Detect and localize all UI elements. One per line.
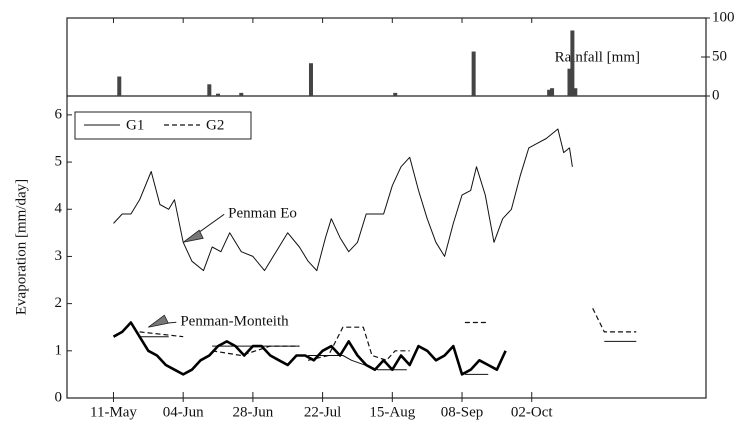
x-tick-label: 11-May [90,404,137,420]
legend-label: G2 [206,117,224,133]
plot-frame [66,17,707,399]
arrow-head [182,229,204,243]
annotation: Penman Eo [228,206,297,222]
rain-bar [570,30,575,97]
x-tick-label: 22-Jul [304,404,342,420]
y-tick-label: 2 [55,295,63,311]
x-tick-label: 02-Oct [511,404,553,420]
rain-bar [573,88,578,96]
y-tick-label: 3 [55,248,63,264]
rain-bar [547,89,552,96]
y2-axis-label: Rainfall [mm] [555,49,640,65]
rain-bar [117,76,122,96]
y2-tick-label: 0 [712,87,720,103]
arrow-head [148,314,169,328]
legend-box [74,111,252,140]
rain-bar [550,88,555,96]
rain-bar [207,84,212,96]
rain-bar [567,68,572,96]
x-tick-label: 08-Sep [441,404,484,420]
y-axis-label: Evaporation [mm/day] [13,179,29,315]
x-tick-label: 15-Aug [369,404,415,420]
rain-bar [393,92,398,96]
y-tick-label: 4 [55,201,63,217]
legend-label: G1 [126,117,144,133]
y2-tick-label: 50 [712,48,727,64]
x-tick-label: 28-Jun [232,404,273,420]
y-tick-label: 5 [55,154,63,170]
annotation: Penman-Monteith [180,314,289,330]
rain-bar [216,93,221,96]
rain-bar [471,51,476,96]
y-tick-label: 0 [55,389,63,405]
y2-tick-label: 100 [712,9,735,25]
y-tick-label: 6 [55,106,63,122]
line-series [112,321,507,376]
line-series [139,308,637,361]
rain-bar [308,63,313,96]
y-tick-label: 1 [55,342,63,358]
x-tick-label: 04-Jun [163,404,204,420]
line-series [113,128,573,272]
rain-bar [239,92,244,96]
line-series [139,336,637,375]
